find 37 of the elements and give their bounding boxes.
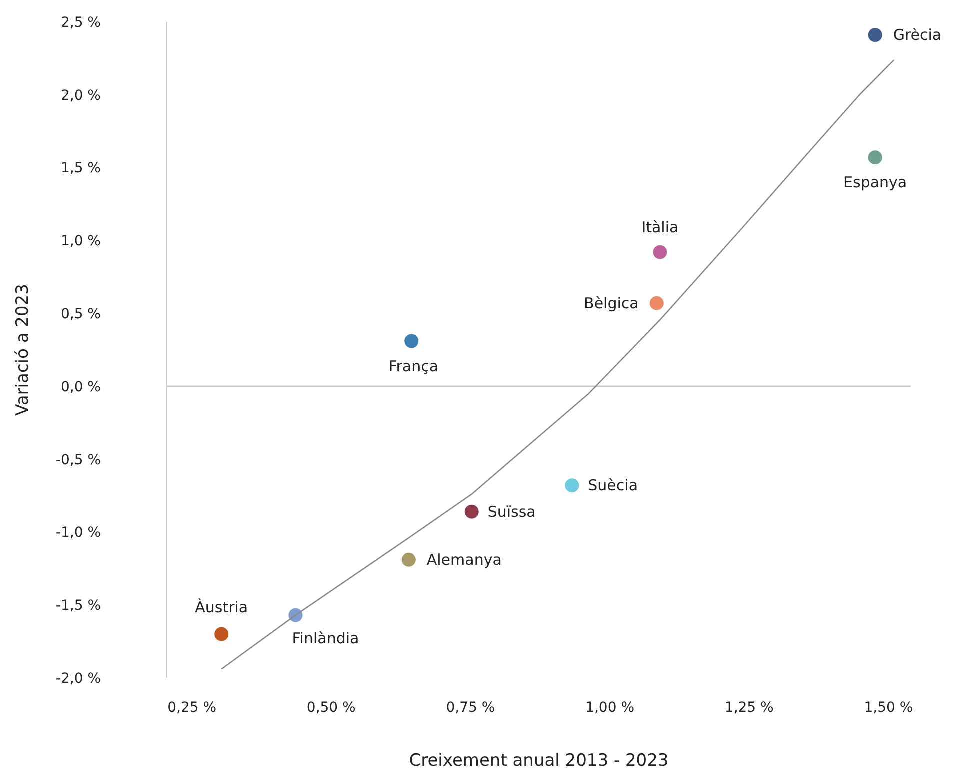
x-tick-label: 0,75 % bbox=[446, 700, 496, 716]
series-label: Espanya bbox=[844, 174, 908, 192]
point bbox=[404, 334, 419, 348]
y-tick-label: -1,0 % bbox=[56, 525, 101, 542]
y-tick-label: 1,0 % bbox=[60, 234, 101, 250]
x-tick-label: 0,25 % bbox=[168, 700, 217, 716]
series-label: Grècia bbox=[893, 26, 942, 44]
series-label: Alemanya bbox=[426, 550, 502, 569]
point bbox=[402, 552, 416, 567]
series-label: Àustria bbox=[195, 598, 248, 616]
y-tick-label: 2,5 % bbox=[60, 14, 101, 31]
point bbox=[650, 296, 664, 310]
y-tick-label: 1,5 % bbox=[60, 160, 101, 177]
x-axis-title: Creixement anual 2013 - 2023 bbox=[409, 751, 669, 771]
point bbox=[565, 478, 580, 493]
y-tick-label: 0,0 % bbox=[60, 379, 101, 396]
y-tick-label: -1,5 % bbox=[56, 598, 101, 614]
point bbox=[868, 150, 882, 165]
point bbox=[464, 504, 479, 519]
y-tick-label: -0,5 % bbox=[56, 452, 101, 468]
series-label: Itàlia bbox=[642, 218, 679, 236]
point bbox=[653, 245, 668, 260]
y-tick-label: 2,0 % bbox=[60, 88, 101, 104]
series-label: Suïssa bbox=[488, 502, 536, 521]
x-tick-label: 0,50 % bbox=[306, 700, 356, 716]
y-axis-title: Variació a 2023 bbox=[13, 284, 34, 416]
y-tick-label: -2,0 % bbox=[56, 670, 101, 687]
x-tick-label: 1,25 % bbox=[724, 700, 774, 716]
x-tick-label: 1,50 % bbox=[864, 700, 914, 716]
series-label: Finlàndia bbox=[292, 629, 360, 648]
point bbox=[868, 28, 882, 42]
x-tick-label: 1,00 % bbox=[586, 700, 635, 716]
y-tick-label: 0,5 % bbox=[60, 306, 101, 323]
series-label: Bèlgica bbox=[584, 294, 639, 312]
series-label: Suècia bbox=[588, 476, 638, 495]
point bbox=[214, 627, 229, 642]
series-label: França bbox=[388, 357, 439, 376]
